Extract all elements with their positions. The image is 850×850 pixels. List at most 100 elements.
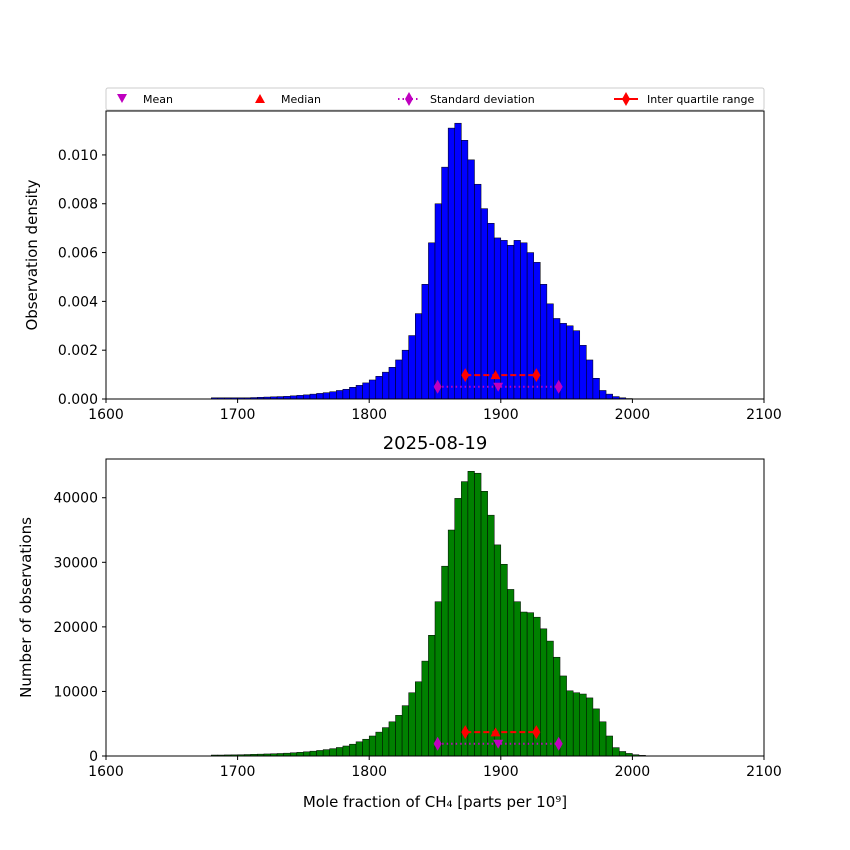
histogram-bar [599, 390, 607, 400]
legend-item-median: Median [255, 93, 321, 106]
histogram-bar [487, 514, 495, 757]
histogram-bar [421, 284, 429, 400]
std-marker [554, 736, 563, 751]
y-tick-label: 0.010 [58, 148, 98, 164]
histogram-bar [336, 747, 344, 757]
histogram-bar [368, 379, 377, 400]
histogram-bar [355, 741, 363, 757]
iqr-marker-icon [622, 92, 630, 106]
histogram-bar [395, 715, 403, 757]
histogram-bar [480, 208, 488, 400]
histogram-bar [605, 393, 613, 400]
histogram-bar [336, 390, 344, 400]
histogram-bar [526, 612, 534, 757]
x-tick-label: 1800 [351, 764, 387, 780]
std-marker [554, 379, 563, 394]
legend-label-mean: Mean [143, 93, 173, 106]
x-tick-label: 1600 [88, 764, 124, 780]
axes-frame [105, 458, 765, 757]
y-tick-label: 10000 [53, 684, 98, 700]
histogram-bar [296, 395, 304, 400]
legend-label-std: Standard deviation [430, 93, 535, 106]
histogram-bar [447, 529, 455, 757]
chart-title: 2025-08-19 [383, 433, 488, 454]
histogram-bar [461, 140, 469, 400]
histogram-bar [467, 159, 475, 400]
histogram-bar [566, 325, 574, 400]
histogram-bar [441, 565, 449, 757]
histogram-bar [421, 660, 429, 757]
histogram-bar [415, 313, 423, 400]
histogram-bar [493, 544, 502, 757]
x-tick-label: 1800 [351, 407, 387, 423]
histogram-bar [586, 697, 594, 757]
histogram-bar [408, 692, 416, 757]
y-tick-label: 0.008 [58, 197, 98, 213]
histogram-bar [572, 330, 581, 400]
median-marker [490, 370, 501, 380]
x-tick-label: 2100 [746, 407, 782, 423]
histogram-bar [382, 371, 390, 400]
std-marker [433, 736, 442, 751]
histogram-bar [303, 394, 311, 400]
legend-label-iqr: Inter quartile range [647, 93, 754, 106]
histogram-bar [605, 735, 613, 757]
y-tick-label: 0.000 [58, 392, 98, 408]
legend-label-median: Median [281, 93, 321, 106]
histogram-bar [546, 640, 554, 757]
histogram-bar [612, 747, 620, 757]
histogram-bar [579, 693, 587, 757]
x-tick-label: 2000 [615, 764, 651, 780]
legend-frame [105, 87, 765, 111]
count-histogram: 1600 1700 1800 1900 2000 2100 0 10000 20000 30000… [17, 458, 782, 811]
y-tick-label: 20000 [53, 620, 98, 636]
legend-item-iqr: Inter quartile range [614, 92, 754, 106]
mean-marker-icon [117, 94, 127, 103]
histogram-bar [586, 359, 594, 400]
histogram-bar [329, 748, 337, 757]
median-marker [490, 727, 501, 737]
histogram-bar [474, 183, 482, 400]
x-axis-label: Mole fraction of CH₄ [parts per 10⁹] [303, 793, 567, 811]
histogram-bar [388, 367, 396, 400]
histogram-bar [322, 749, 330, 757]
histogram-bar [349, 387, 357, 400]
histogram-bar [368, 735, 377, 757]
histogram-bar [566, 690, 574, 757]
y-tick-label: 0.006 [58, 246, 98, 262]
y-tick-label: 30000 [53, 555, 98, 571]
histogram-bar [362, 382, 370, 400]
histogram-bar [467, 471, 475, 757]
std-marker [433, 379, 442, 394]
histogram-bar [480, 491, 488, 757]
histogram-bar [349, 743, 357, 757]
y-axis-label: Number of observations [17, 517, 35, 698]
histogram-bar [540, 628, 548, 757]
std-marker-icon [405, 92, 413, 106]
median-marker-icon [255, 94, 265, 103]
histogram-bar [572, 692, 581, 757]
axes-frame [105, 110, 765, 400]
histogram-bar [500, 563, 508, 757]
histogram-bar [408, 335, 416, 400]
histogram-bar [441, 166, 449, 400]
histogram-bar [401, 705, 409, 757]
y-tick-label: 40000 [53, 491, 98, 507]
legend-item-std: Standard deviation [398, 92, 535, 106]
histogram-bar [579, 345, 587, 400]
histogram-bar [303, 751, 311, 757]
histogram-bar [342, 745, 350, 757]
histogram-bar [592, 708, 600, 757]
histogram-bar [454, 498, 462, 757]
histogram-bar [507, 589, 515, 757]
legend: Mean Median Standard deviation Inter qua… [105, 87, 765, 111]
mean-marker [493, 382, 504, 392]
iqr-marker [532, 725, 541, 740]
histogram-bar [316, 393, 324, 400]
histogram-bar [355, 385, 363, 400]
density-histogram: 1600 1700 1800 1900 2000 2100 0.000 0.002 0.004 0… [23, 110, 782, 423]
histogram-bar [540, 284, 548, 400]
x-tick-label: 1600 [88, 407, 124, 423]
x-tick-label: 1900 [483, 407, 519, 423]
y-axis-label: Observation density [23, 179, 41, 330]
